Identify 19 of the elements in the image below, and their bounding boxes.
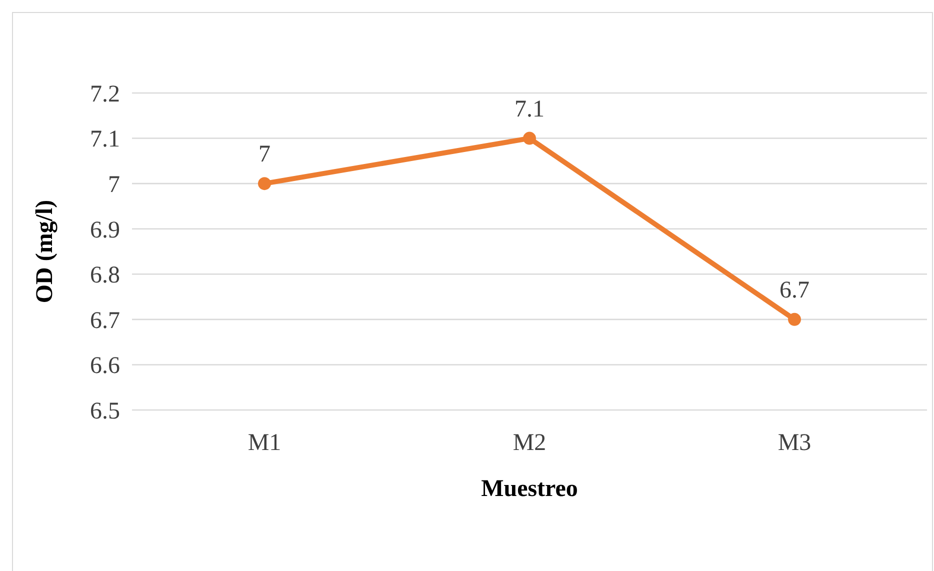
point: [523, 132, 536, 145]
x-tick-label: M3: [778, 430, 812, 456]
data-label: 6.7: [780, 277, 810, 304]
y-tick-label: 7.1: [90, 126, 120, 153]
y-tick-label: 6.9: [90, 217, 120, 244]
point: [788, 312, 801, 326]
point: [258, 177, 271, 190]
y-tick-label: 6.8: [90, 262, 120, 289]
data-label: 7: [258, 142, 270, 168]
y-tick-label: 6.6: [90, 353, 120, 380]
y-tick-label: 7.2: [90, 81, 120, 108]
y-tick-label: 6.5: [90, 398, 120, 424]
x-axis-title: Muestreo: [481, 476, 578, 502]
data-label: 7.1: [514, 96, 544, 122]
y-tick-label: 7: [108, 172, 120, 198]
x-tick-label: M2: [512, 430, 546, 456]
y-axis-title: OD (mg/l): [32, 200, 58, 304]
y-tick-label: 6.7: [90, 308, 120, 334]
x-tick-label: M1: [248, 430, 282, 456]
